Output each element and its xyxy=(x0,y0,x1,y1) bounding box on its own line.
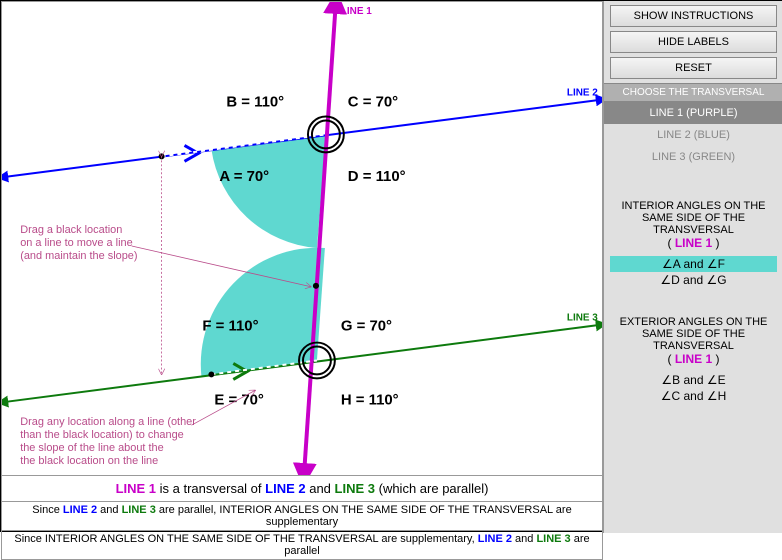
line-1-label: LINE 1 xyxy=(341,6,372,17)
line-2-label: LINE 2 xyxy=(567,88,598,99)
show-instructions-button[interactable]: SHOW INSTRUCTIONS xyxy=(610,5,777,27)
svg-text:Drag a black location: Drag a black location xyxy=(20,224,122,236)
caption-sub-1: Since LINE 2 and LINE 3 are parallel, IN… xyxy=(1,502,603,531)
svg-text:(and maintain the slope): (and maintain the slope) xyxy=(20,250,137,262)
caption-area: LINE 1 is a transversal of LINE 2 and LI… xyxy=(1,476,603,560)
hint-text-2: Drag any location along a line (othertha… xyxy=(20,416,196,467)
svg-text:Drag any location along a line: Drag any location along a line (other xyxy=(20,416,196,428)
exterior-angles-panel: EXTERIOR ANGLES ON THE SAME SIDE OF THE … xyxy=(604,302,782,418)
interior-pair[interactable]: ∠D and ∠G xyxy=(610,272,777,288)
line-3-label: LINE 3 xyxy=(567,313,598,324)
angle-A-label: A = 70° xyxy=(219,168,269,185)
diagram-canvas[interactable]: LINE 1 LINE 2 LINE 3 A = 70° B = 110° C = … xyxy=(1,1,603,476)
transversal-option-2[interactable]: LINE 3 (GREEN) xyxy=(604,146,782,168)
transversal-option-1[interactable]: LINE 2 (BLUE) xyxy=(604,124,782,146)
angle-C-label: C = 70° xyxy=(348,94,398,111)
caption-main: LINE 1 is a transversal of LINE 2 and LI… xyxy=(1,476,603,502)
angle-B-label: B = 110° xyxy=(226,94,284,111)
exterior-pair[interactable]: ∠C and ∠H xyxy=(610,388,777,404)
caption-sub-2: Since INTERIOR ANGLES ON THE SAME SIDE O… xyxy=(1,531,603,560)
angle-E-label: E = 70° xyxy=(214,391,264,408)
side-panel: SHOW INSTRUCTIONS HIDE LABELS RESET CHOO… xyxy=(603,1,782,533)
reset-button[interactable]: RESET xyxy=(610,57,777,79)
svg-text:the slope of the line about th: the slope of the line about the xyxy=(20,442,164,454)
hint-text-1: Drag a black locationon a line to move a… xyxy=(20,224,137,262)
line3-drag-point[interactable] xyxy=(208,371,214,377)
angle-F-label: F = 110° xyxy=(202,318,258,335)
angle-H-label: H = 110° xyxy=(341,391,399,408)
choose-transversal-header: CHOOSE THE TRANSVERSAL xyxy=(604,83,782,102)
angle-D-label: D = 110° xyxy=(348,168,406,185)
angle-G-label: G = 70° xyxy=(341,318,392,335)
svg-text:the black location on the line: the black location on the line xyxy=(20,455,158,467)
transversal-option-0[interactable]: LINE 1 (PURPLE) xyxy=(604,102,782,124)
interior-title: INTERIOR ANGLES ON THE SAME SIDE OF THE … xyxy=(610,200,777,236)
hide-labels-button[interactable]: HIDE LABELS xyxy=(610,31,777,53)
interior-angles-panel: INTERIOR ANGLES ON THE SAME SIDE OF THE … xyxy=(604,186,782,302)
svg-text:than the black location) to ch: than the black location) to change xyxy=(20,429,184,441)
svg-text:on a line to move a line: on a line to move a line xyxy=(20,237,132,249)
exterior-pair[interactable]: ∠B and ∠E xyxy=(610,372,777,388)
interior-pair[interactable]: ∠A and ∠F xyxy=(610,256,777,272)
exterior-title: EXTERIOR ANGLES ON THE SAME SIDE OF THE … xyxy=(610,316,777,352)
